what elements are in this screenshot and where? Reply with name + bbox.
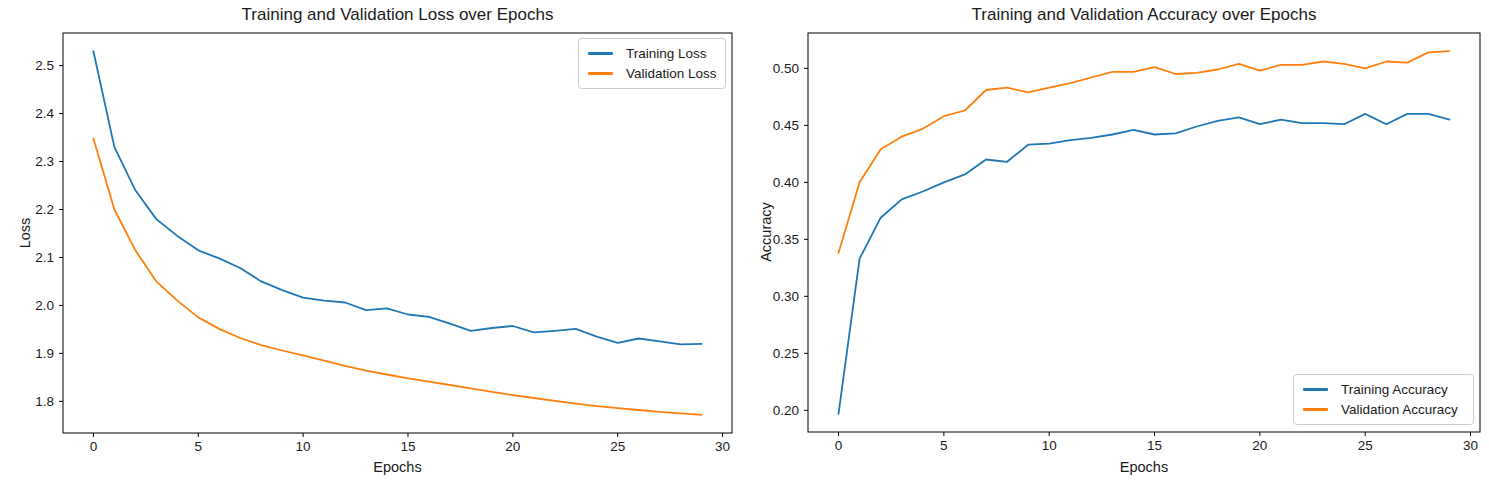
- legend-label: Validation Loss: [626, 66, 717, 81]
- x-tick-label: 25: [1358, 438, 1373, 453]
- x-tick-label: 0: [90, 439, 98, 454]
- accuracy-chart: Training and Validation Accuracy over Ep…: [745, 0, 1489, 490]
- legend-item: Training Loss: [588, 46, 716, 61]
- x-tick-label: 5: [940, 438, 948, 453]
- y-tick-label: 0.45: [773, 118, 799, 133]
- x-axis-label: Epochs: [808, 459, 1480, 475]
- y-tick-label: 0.25: [773, 346, 799, 361]
- loss-chart: Training and Validation Loss over Epochs…: [0, 0, 745, 490]
- y-tick-label: 2.5: [35, 58, 54, 73]
- y-tick-label: 2.4: [35, 106, 54, 121]
- x-tick-label: 5: [195, 439, 203, 454]
- training-accuracy-line-swatch: [1303, 388, 1328, 391]
- y-tick-label: 0.20: [773, 403, 799, 418]
- legend-item: Training Accuracy: [1303, 382, 1464, 397]
- x-tick-label: 15: [400, 439, 415, 454]
- y-tick-label: 2.2: [35, 202, 54, 217]
- validation-loss-line: [93, 139, 701, 415]
- figure: Training and Validation Loss over Epochs…: [0, 0, 1489, 490]
- validation-loss-line-swatch: [588, 72, 613, 75]
- validation-accuracy-line: [839, 51, 1450, 253]
- y-tick-label: 0.35: [773, 232, 799, 247]
- legend: Training Loss Validation Loss: [578, 38, 726, 89]
- legend: Training Accuracy Validation Accuracy: [1293, 374, 1474, 425]
- legend-label: Validation Accuracy: [1341, 402, 1458, 417]
- validation-accuracy-line-swatch: [1303, 408, 1328, 411]
- x-tick-label: 25: [610, 439, 625, 454]
- y-tick-label: 1.9: [35, 346, 54, 361]
- training-loss-line-swatch: [588, 52, 613, 55]
- y-tick-label: 2.0: [35, 298, 54, 313]
- y-tick-label: 2.3: [35, 154, 54, 169]
- x-tick-label: 10: [296, 439, 311, 454]
- y-tick-label: 0.30: [773, 289, 799, 304]
- y-tick-label: 2.1: [35, 250, 54, 265]
- x-tick-label: 30: [715, 439, 730, 454]
- legend-item: Validation Loss: [588, 66, 716, 81]
- x-tick-label: 20: [505, 439, 520, 454]
- y-tick-label: 0.40: [773, 175, 799, 190]
- x-axis-label: Epochs: [63, 459, 732, 475]
- y-tick-label: 0.50: [773, 61, 799, 76]
- x-tick-label: 15: [1147, 438, 1162, 453]
- axes-spines: [63, 33, 732, 433]
- legend-label: Training Loss: [626, 46, 707, 61]
- legend-item: Validation Accuracy: [1303, 402, 1464, 417]
- x-tick-label: 0: [835, 438, 843, 453]
- legend-label: Training Accuracy: [1341, 382, 1448, 397]
- axes-spines: [808, 33, 1480, 432]
- x-tick-label: 20: [1252, 438, 1267, 453]
- x-tick-label: 10: [1042, 438, 1057, 453]
- training-accuracy-line: [839, 114, 1450, 414]
- training-loss-line: [93, 51, 701, 344]
- y-tick-label: 1.8: [35, 394, 54, 409]
- x-tick-label: 30: [1463, 438, 1478, 453]
